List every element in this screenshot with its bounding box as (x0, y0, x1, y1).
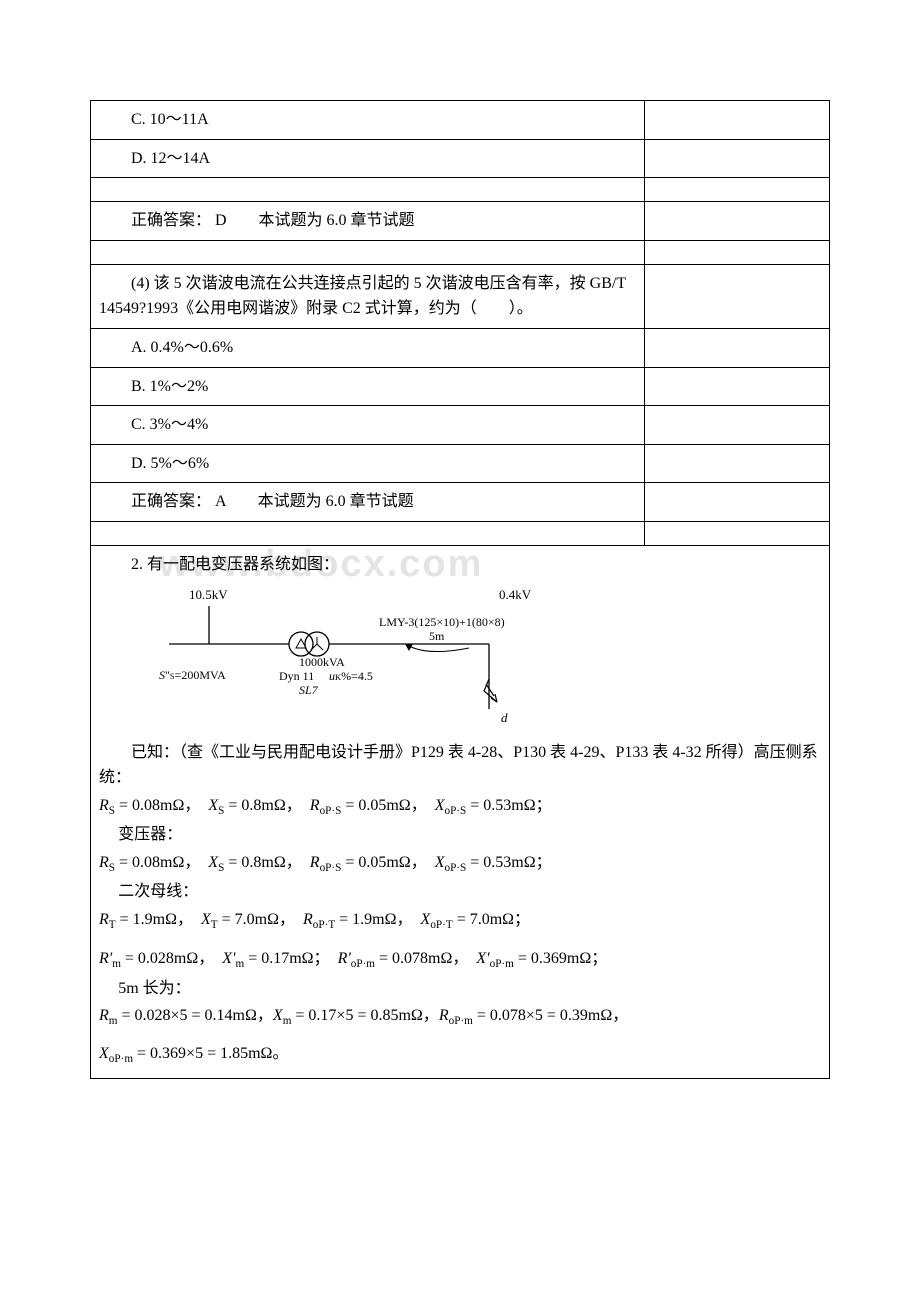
option-c-row: C. 10～11A (91, 101, 830, 140)
q4-row: (4) 该 5 次谐波电流在公共连接点引起的 5 次谐波电压含有率，按 GB/T… (91, 264, 830, 328)
q4-opt-b: B. 1%～2% (91, 367, 645, 406)
label-dyn: Dyn 11 (279, 669, 314, 683)
option-d-cell: D. 12～14A (91, 139, 645, 178)
transformer-label: 变压器： (99, 822, 821, 848)
answer-2-row: 正确答案： A 本试题为 6.0 章节试题 (91, 483, 830, 522)
q4-opt-a-row: A. 0.4%～0.6% (91, 328, 830, 367)
answer-2-cell: 正确答案： A 本试题为 6.0 章节试题 (91, 483, 645, 522)
option-d-row: D. 12～14A (91, 139, 830, 178)
known-intro: 已知：（查《工业与民用配电设计手册》P129 表 4-28、P130 表 4-2… (99, 740, 821, 791)
q4-opt-c-row: C. 3%～4% (91, 406, 830, 445)
q4-opt-c: C. 3%～4% (91, 406, 645, 445)
q2-intro: 2. 有一配电变压器系统如图： (99, 552, 821, 578)
eq-line-2: RS = 0.08mΩ， XS = 0.8mΩ， RoP·S = 0.05mΩ，… (99, 848, 821, 879)
q4-opt-d: D. 5%～6% (91, 444, 645, 483)
label-sl7: SL7 (299, 683, 319, 697)
empty-row-1 (91, 178, 830, 202)
q2-cell: www.bdocx.com 2. 有一配电变压器系统如图： 10.5kV 0.4… (91, 545, 830, 1078)
q4-cell: (4) 该 5 次谐波电流在公共连接点引起的 5 次谐波电压含有率，按 GB/T… (91, 264, 645, 328)
q4-opt-d-row: D. 5%～6% (91, 444, 830, 483)
label-uk: uK%=4.5 (329, 669, 373, 683)
label-d: d (501, 710, 508, 725)
eq-line-3: RT = 1.9mΩ， XT = 7.0mΩ， RoP·T = 1.9mΩ， X… (99, 905, 821, 936)
exam-table: C. 10～11A D. 12～14A 正确答案： D 本试题为 6.0 章节试… (90, 100, 830, 1079)
answer-1-row: 正确答案： D 本试题为 6.0 章节试题 (91, 202, 830, 241)
option-d-spacer (645, 139, 830, 178)
label-5m: 5m (429, 629, 445, 643)
empty-row-2 (91, 240, 830, 264)
option-c-cell: C. 10～11A (91, 101, 645, 140)
eq-line-6: XoP·m = 0.369×5 = 1.85mΩ。 (99, 1039, 821, 1070)
label-1000kva: 1000kVA (299, 655, 345, 669)
label-ss: S"S=200MVA (159, 668, 226, 682)
label-0-4kv: 0.4kV (499, 587, 532, 602)
circuit-diagram: 10.5kV 0.4kV (129, 584, 569, 734)
q4-opt-a: A. 0.4%～0.6% (91, 328, 645, 367)
answer-1-cell: 正确答案： D 本试题为 6.0 章节试题 (91, 202, 645, 241)
eq-line-5: Rm = 0.028×5 = 0.14mΩ，Xm = 0.17×5 = 0.85… (99, 1001, 821, 1032)
option-c-spacer (645, 101, 830, 140)
label-lmy: LMY-3(125×10)+1(80×8) (379, 615, 505, 629)
q4-opt-b-row: B. 1%～2% (91, 367, 830, 406)
len5m-label: 5m 长为： (99, 976, 821, 1002)
q2-full-row: www.bdocx.com 2. 有一配电变压器系统如图： 10.5kV 0.4… (91, 545, 830, 1078)
eq-line-4: R'm = 0.028mΩ， X'm = 0.17mΩ； R'oP·m = 0.… (99, 944, 821, 975)
busbar-label: 二次母线： (99, 879, 821, 905)
q4-text: (4) 该 5 次谐波电流在公共连接点引起的 5 次谐波电压含有率，按 GB/T… (99, 271, 636, 322)
label-10-5kv: 10.5kV (189, 587, 228, 602)
eq-line-1: RS = 0.08mΩ， XS = 0.8mΩ， RoP·S = 0.05mΩ，… (99, 791, 821, 822)
